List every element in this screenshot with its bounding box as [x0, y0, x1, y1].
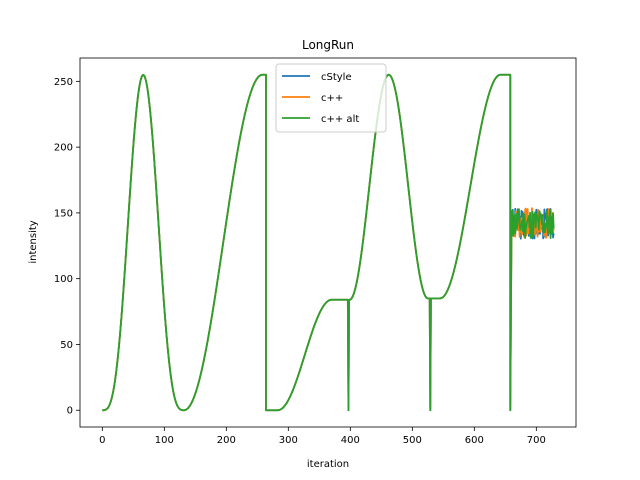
y-tick-label: 0 — [67, 406, 73, 417]
plot-frame — [79, 57, 577, 428]
y-tick-label: 50 — [60, 340, 73, 351]
y-tick-label: 250 — [54, 77, 73, 88]
x-axis: 0 100 200 300 400 500 600 700 — [99, 427, 546, 446]
y-tick-label: 200 — [54, 143, 73, 154]
legend-frame — [275, 63, 387, 133]
x-tick-label: 700 — [527, 435, 546, 446]
x-tick-label: 100 — [155, 435, 174, 446]
y-tick-label: 100 — [54, 274, 73, 285]
x-tick-label: 300 — [279, 435, 298, 446]
y-axis: 0 50 100 150 200 250 — [54, 77, 80, 417]
x-axis-label: iteration — [307, 459, 349, 470]
legend: cStyle c++ c++ alt — [275, 63, 387, 133]
x-tick-label: 500 — [403, 435, 422, 446]
legend-label: c++ — [321, 93, 343, 104]
x-tick-label: 200 — [217, 435, 236, 446]
x-tick-label: 600 — [465, 435, 484, 446]
series-lines — [102, 73, 555, 412]
x-tick-label: 0 — [99, 435, 105, 446]
legend-label: c++ alt — [321, 114, 359, 125]
series-line-c-alt — [102, 73, 555, 412]
x-tick-label: 400 — [341, 435, 360, 446]
y-tick-label: 150 — [54, 208, 73, 219]
y-axis-label: intensity — [28, 220, 39, 263]
chart-title: LongRun — [302, 38, 354, 52]
legend-label: cStyle — [321, 72, 352, 83]
